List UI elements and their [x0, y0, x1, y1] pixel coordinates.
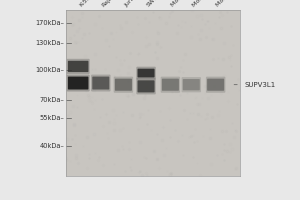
FancyBboxPatch shape — [137, 69, 154, 77]
FancyBboxPatch shape — [67, 75, 90, 92]
FancyBboxPatch shape — [68, 77, 88, 90]
Text: 130kDa–: 130kDa– — [36, 40, 64, 46]
Text: SW620: SW620 — [146, 0, 165, 8]
Text: 100kDa–: 100kDa– — [35, 67, 64, 73]
Text: 70kDa–: 70kDa– — [40, 97, 64, 103]
FancyBboxPatch shape — [91, 75, 110, 92]
FancyBboxPatch shape — [206, 77, 225, 93]
FancyBboxPatch shape — [137, 80, 154, 92]
FancyBboxPatch shape — [136, 78, 156, 94]
FancyBboxPatch shape — [162, 79, 179, 91]
Text: Mouse kidney: Mouse kidney — [191, 0, 226, 8]
FancyBboxPatch shape — [115, 79, 132, 91]
FancyBboxPatch shape — [161, 77, 180, 93]
Text: Mouse heart: Mouse heart — [170, 0, 202, 8]
Text: K-562: K-562 — [78, 0, 94, 8]
Text: Raji: Raji — [101, 0, 112, 8]
Text: 40kDa–: 40kDa– — [40, 143, 64, 149]
FancyBboxPatch shape — [183, 79, 200, 90]
FancyBboxPatch shape — [136, 67, 156, 79]
Text: 55kDa–: 55kDa– — [40, 115, 64, 121]
Text: SUPV3L1: SUPV3L1 — [244, 82, 276, 88]
Text: Jurkat: Jurkat — [123, 0, 140, 8]
FancyBboxPatch shape — [182, 77, 201, 92]
FancyBboxPatch shape — [67, 59, 90, 74]
Text: Mouse liver: Mouse liver — [216, 0, 245, 8]
FancyBboxPatch shape — [114, 77, 133, 93]
FancyBboxPatch shape — [68, 61, 88, 72]
FancyBboxPatch shape — [207, 79, 224, 91]
FancyBboxPatch shape — [92, 77, 109, 90]
Text: 170kDa–: 170kDa– — [35, 20, 64, 26]
